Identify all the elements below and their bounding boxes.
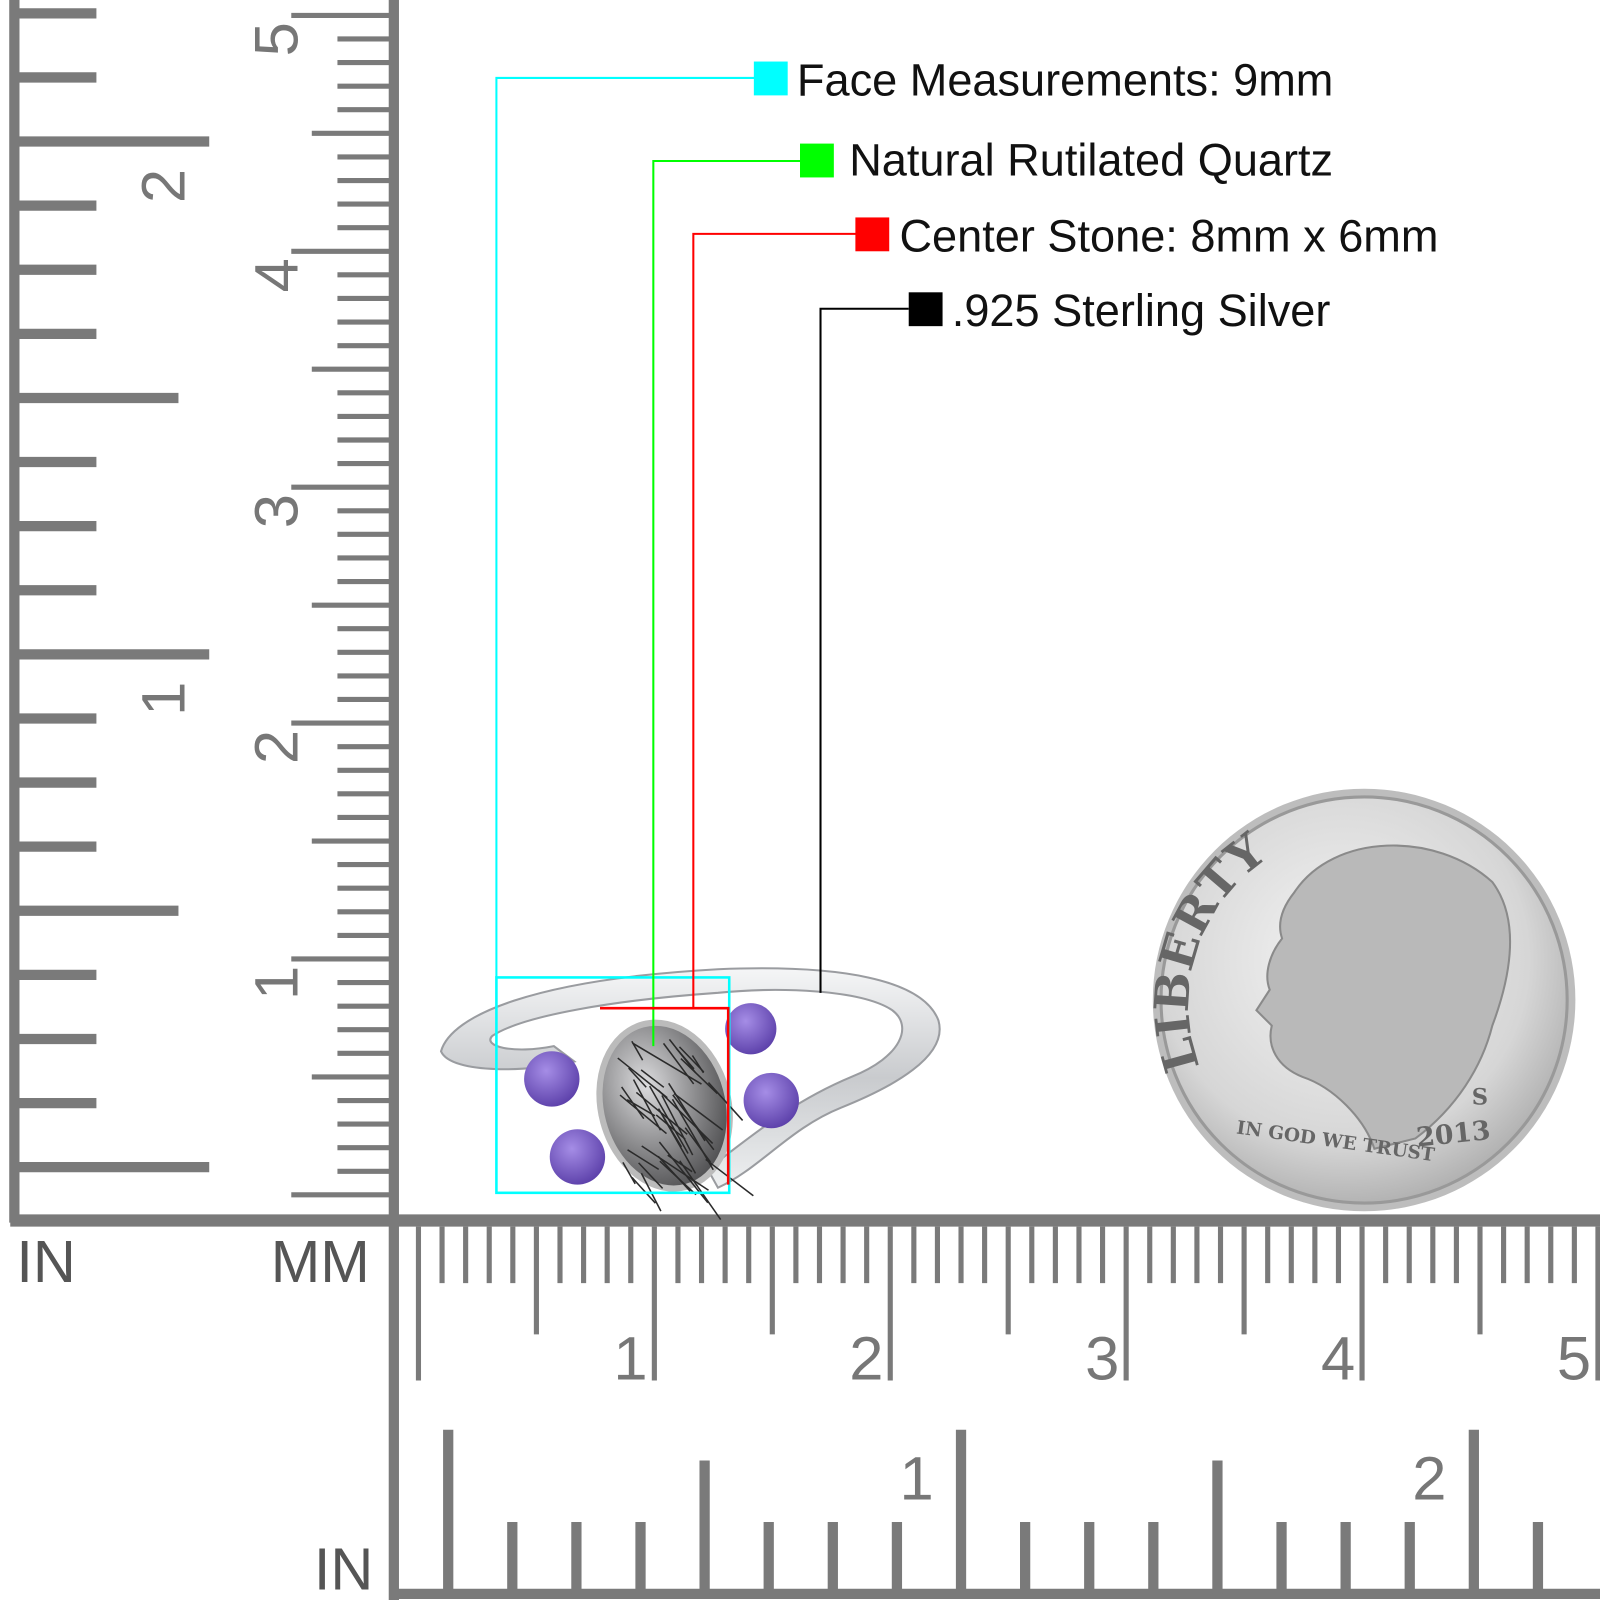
rutile-inclusions xyxy=(617,1038,754,1220)
cm-label: 3 xyxy=(242,494,311,528)
legend-swatch-red xyxy=(855,217,890,252)
cm-label: 1 xyxy=(613,1324,647,1393)
inch-label: 2 xyxy=(130,169,199,203)
face-leader-line xyxy=(495,76,755,978)
rutile-needle xyxy=(627,1149,660,1171)
rutile-needle xyxy=(622,1162,636,1185)
rutile-needle xyxy=(657,1108,697,1174)
rutile-needle xyxy=(691,1055,705,1074)
measurement-annotations: Face Measurements: 9mm Natural Rutilated… xyxy=(495,54,1438,1195)
rutile-needle xyxy=(673,1092,724,1131)
bottom-inch-unit-label: IN xyxy=(314,1536,373,1600)
inch-label: 2 xyxy=(1412,1444,1446,1513)
side-stone xyxy=(524,1051,580,1107)
legend-swatch-green xyxy=(800,143,834,178)
left-inch-unit-label: IN xyxy=(16,1228,75,1295)
rutile-needle xyxy=(657,1089,714,1145)
rutile-needle xyxy=(668,1082,706,1142)
rutile-needle xyxy=(632,1079,662,1131)
cm-label: 4 xyxy=(242,258,311,292)
cm-label: 3 xyxy=(1085,1324,1119,1393)
rutile-needle xyxy=(675,1047,695,1070)
rutile-needle xyxy=(684,1127,712,1163)
cm-label: 1 xyxy=(242,966,311,1000)
rutile-needle xyxy=(680,1058,718,1095)
cm-label: 5 xyxy=(242,22,311,56)
rutile-needle xyxy=(679,1160,722,1220)
rutile-needle xyxy=(632,1042,702,1085)
left-mm-unit-label: MM xyxy=(271,1228,370,1295)
rutile-needle xyxy=(620,1086,645,1120)
center-stone-leader-line xyxy=(692,232,857,1009)
rutile-needle xyxy=(659,1160,697,1196)
rutile-needle xyxy=(707,1082,744,1121)
cm-label: 5 xyxy=(1557,1324,1591,1393)
rutile-needle xyxy=(655,1114,686,1140)
coin-portrait xyxy=(1255,844,1511,1150)
rutile-needle xyxy=(628,1067,647,1088)
coin-mint-mark: S xyxy=(1472,1085,1488,1111)
rutile-needle xyxy=(662,1042,695,1085)
dime-coin: LIBERTY IN GOD WE TRUST 2013 S xyxy=(1145,788,1576,1212)
legend-center-stone: Center Stone: 8mm x 6mm xyxy=(899,210,1438,261)
legend-swatch-black xyxy=(908,292,943,327)
legend-metal: .925 Sterling Silver xyxy=(952,285,1331,336)
quartz-leader-line xyxy=(652,160,802,1047)
rutile-needle xyxy=(631,1176,656,1204)
inch-label: 1 xyxy=(130,682,199,716)
silver-leader-line xyxy=(819,307,909,993)
rutile-needle xyxy=(661,1095,694,1156)
cm-label: 2 xyxy=(849,1324,883,1393)
legend-face-measurements: Face Measurements: 9mm xyxy=(797,54,1333,105)
side-stone xyxy=(549,1129,606,1185)
vertical-ruler: 1 2 1 2 3 4 5 xyxy=(9,0,1600,1227)
rutile-needle xyxy=(640,1069,665,1088)
legend-stone-type: Natural Rutilated Quartz xyxy=(849,134,1333,185)
side-stone xyxy=(725,1003,777,1055)
side-stone xyxy=(743,1072,799,1129)
legend-swatch-cyan xyxy=(753,61,788,96)
coin-year-text: 2013 xyxy=(1415,1115,1492,1154)
cm-label: 2 xyxy=(242,730,311,764)
cm-label: 4 xyxy=(1321,1324,1355,1393)
center-stone-dimension-line xyxy=(600,1006,730,1185)
horizontal-ruler: 1 2 3 4 51 2 xyxy=(388,1220,1600,1600)
rutile-needle xyxy=(641,1145,709,1191)
rutile-needle xyxy=(631,1040,644,1061)
ring-band xyxy=(439,967,941,1190)
rutile-needle xyxy=(638,1162,664,1189)
inch-label: 1 xyxy=(899,1444,933,1513)
ring-image xyxy=(439,967,941,1220)
